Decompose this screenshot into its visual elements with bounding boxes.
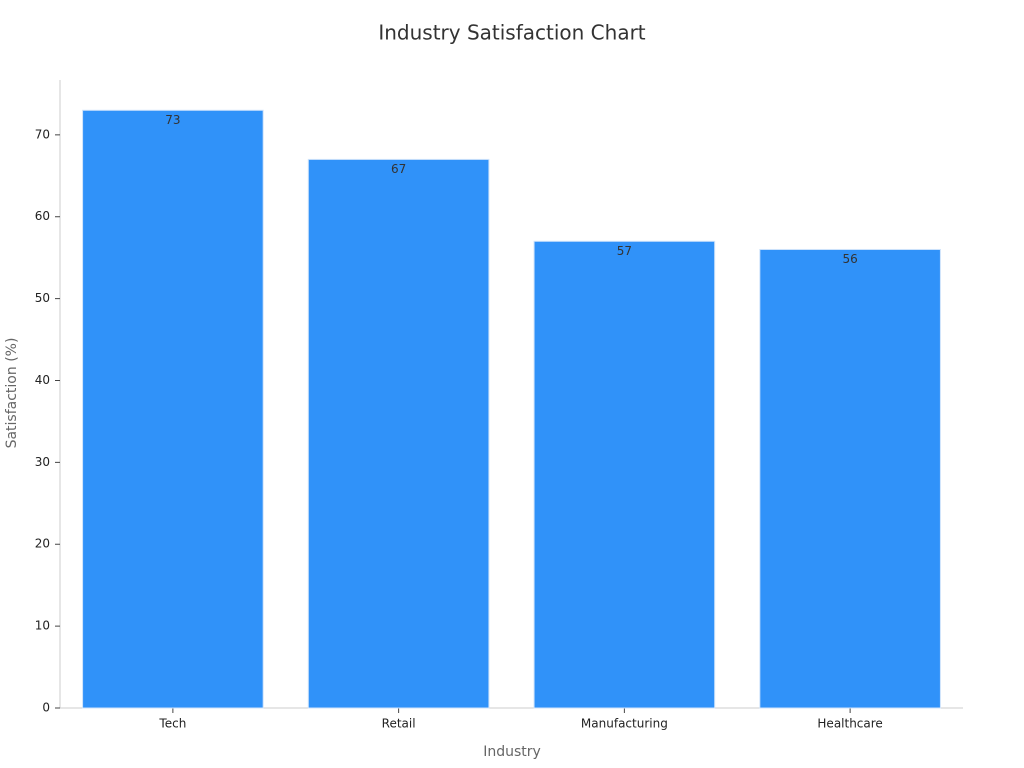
- y-tick-label: 50: [35, 291, 50, 305]
- value-label: 57: [617, 244, 632, 258]
- x-tick-label: Tech: [158, 717, 186, 731]
- x-axis-label: Industry: [483, 744, 541, 760]
- bar: [533, 240, 716, 709]
- value-label: 73: [165, 113, 180, 127]
- x-tick-label: Healthcare: [817, 717, 882, 731]
- y-tick-label: 70: [35, 127, 50, 141]
- y-tick-label: 20: [35, 537, 50, 551]
- value-label: 56: [842, 252, 857, 266]
- bar: [82, 109, 264, 709]
- x-tick-label: Manufacturing: [581, 717, 668, 731]
- y-tick-label: 10: [35, 619, 50, 633]
- x-tick-label: Retail: [382, 717, 416, 731]
- chart-title: Industry Satisfaction Chart: [378, 21, 645, 45]
- bar: [307, 158, 490, 709]
- y-tick-label: 60: [35, 209, 50, 223]
- y-axis-label: Satisfaction (%): [4, 338, 20, 449]
- y-tick-label: 30: [35, 455, 50, 469]
- y-tick-label: 0: [42, 701, 50, 715]
- y-tick-label: 40: [35, 373, 50, 387]
- bar: [759, 248, 941, 709]
- value-label: 67: [391, 162, 406, 176]
